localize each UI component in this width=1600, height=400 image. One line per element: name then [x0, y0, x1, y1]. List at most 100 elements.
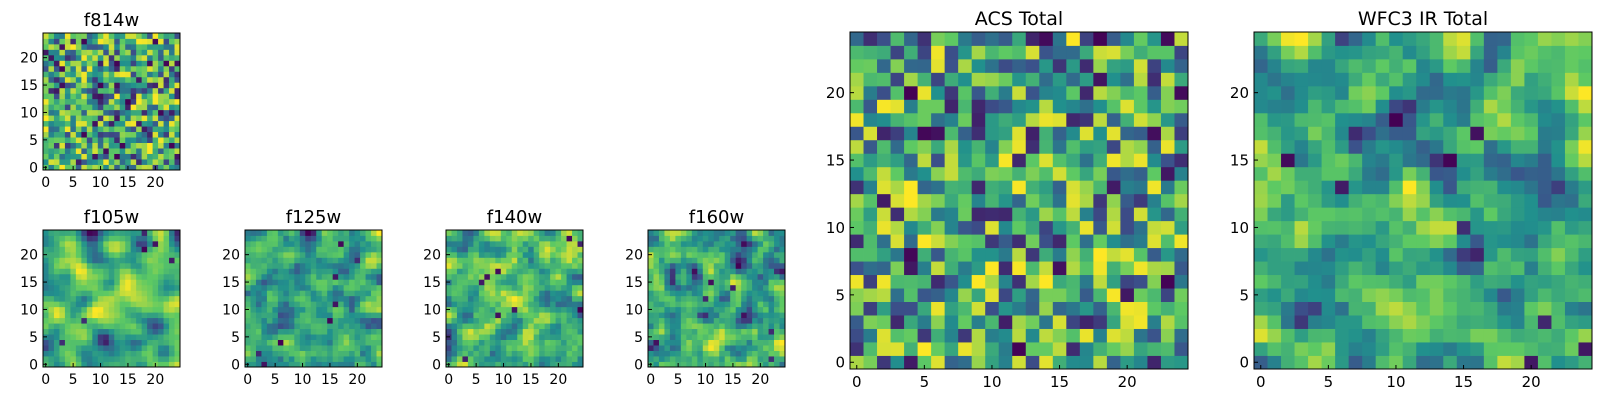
heatmap-cell	[114, 38, 121, 45]
heatmap-cell	[136, 273, 143, 280]
heatmap-cell	[354, 235, 361, 242]
heatmap-cell	[1537, 247, 1552, 262]
heatmap-cell	[1524, 274, 1539, 289]
heatmap-cell	[332, 317, 339, 324]
heatmap-cell	[332, 273, 339, 280]
heatmap-cell	[1066, 193, 1081, 208]
heatmap-cell	[1012, 99, 1027, 114]
heatmap-cell	[92, 328, 99, 335]
heatmap-cell	[1012, 126, 1027, 141]
heatmap-cell	[163, 120, 170, 127]
heatmap-cell	[528, 334, 535, 340]
heatmap-cell	[752, 251, 758, 258]
heatmap-cell	[495, 345, 502, 351]
heatmap-cell	[735, 312, 742, 319]
heatmap-cell	[321, 339, 328, 346]
heatmap-cell	[1524, 234, 1539, 249]
heatmap-cell	[446, 339, 452, 346]
heatmap-cell	[158, 257, 164, 264]
heatmap-cell	[1524, 220, 1539, 235]
heatmap-cell	[708, 284, 715, 291]
heatmap-cell	[1160, 274, 1175, 289]
heatmap-cell	[250, 295, 257, 302]
heatmap-cell	[125, 71, 132, 78]
heatmap-cell	[544, 273, 551, 280]
heatmap-cell	[917, 58, 932, 73]
heatmap-cell	[1429, 193, 1444, 208]
heatmap-cell	[169, 262, 175, 269]
heatmap-cell	[1012, 288, 1027, 302]
heatmap-cell	[555, 268, 562, 275]
heatmap-cell	[1524, 45, 1539, 60]
heatmap-cell	[1254, 355, 1268, 370]
heatmap-cell	[294, 257, 301, 264]
heatmap-cell	[511, 301, 518, 308]
heatmap-cell	[86, 334, 93, 340]
heatmap-cell	[43, 71, 49, 78]
heatmap-cell	[310, 339, 317, 346]
heatmap-cell	[1120, 153, 1135, 168]
heatmap-cell	[495, 295, 502, 302]
heatmap-cell	[680, 361, 687, 368]
heatmap-cell	[1066, 274, 1081, 289]
heatmap-cell	[1362, 342, 1377, 356]
heatmap-cell	[299, 290, 306, 297]
heatmap-cell	[958, 85, 973, 100]
heatmap-cell	[250, 246, 257, 253]
heatmap-cell	[467, 356, 474, 362]
heatmap-cell	[691, 328, 698, 335]
heatmap-cell	[550, 317, 556, 324]
heatmap-cell	[528, 290, 535, 297]
heatmap-cell	[561, 262, 567, 269]
heatmap-cell	[277, 356, 284, 362]
heatmap-cell	[495, 356, 502, 362]
heatmap-cell	[81, 339, 88, 346]
heatmap-cell	[850, 207, 864, 222]
heatmap-cell	[316, 356, 323, 362]
heatmap-cell	[338, 295, 345, 302]
heatmap-cell	[354, 306, 361, 313]
heatmap-cell	[550, 257, 556, 264]
heatmap-cell	[288, 251, 295, 258]
heatmap-cell	[506, 268, 513, 275]
heatmap-cell	[92, 93, 99, 100]
heatmap-cell	[75, 235, 82, 242]
heatmap-cell	[92, 361, 99, 368]
heatmap-cell	[850, 166, 864, 181]
heatmap-cell	[119, 43, 126, 50]
heatmap-cell	[1321, 274, 1336, 289]
heatmap-cell	[141, 109, 148, 116]
heatmap-cell	[1294, 234, 1309, 249]
heatmap-cell	[163, 350, 170, 357]
heatmap-cell	[169, 104, 175, 111]
heatmap-cell	[174, 115, 181, 122]
heatmap-cell	[462, 279, 469, 286]
heatmap-cell	[1537, 180, 1552, 195]
heatmap-cell	[713, 317, 720, 324]
heatmap-cell	[169, 361, 175, 368]
heatmap-cell	[850, 220, 864, 235]
heatmap-cell	[81, 361, 88, 368]
heatmap-cell	[266, 240, 273, 247]
heatmap-cell	[1524, 355, 1539, 370]
heatmap-cell	[489, 356, 496, 362]
heatmap-cell	[522, 230, 529, 236]
y-tick-label: 10	[625, 303, 643, 319]
heatmap-cell	[506, 356, 513, 362]
heatmap-cell	[108, 328, 115, 335]
heatmap-cell	[566, 345, 573, 351]
heatmap-cell	[561, 350, 567, 357]
heatmap-cell	[376, 295, 383, 302]
heatmap-cell	[1389, 193, 1404, 208]
heatmap-cell	[708, 295, 715, 302]
heatmap-cell	[1160, 355, 1175, 370]
heatmap-cell	[511, 273, 518, 280]
heatmap-cell	[533, 328, 540, 335]
heatmap-cell	[877, 328, 891, 343]
heatmap-cell	[735, 268, 742, 275]
heatmap-cell	[365, 279, 372, 286]
heatmap-cell	[917, 193, 932, 208]
heatmap-cell	[1106, 139, 1121, 154]
heatmap-cell	[763, 328, 769, 335]
